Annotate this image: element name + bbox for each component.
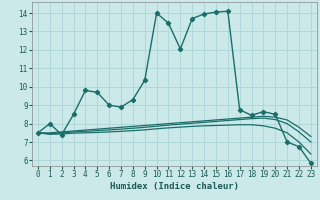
X-axis label: Humidex (Indice chaleur): Humidex (Indice chaleur) bbox=[110, 182, 239, 191]
